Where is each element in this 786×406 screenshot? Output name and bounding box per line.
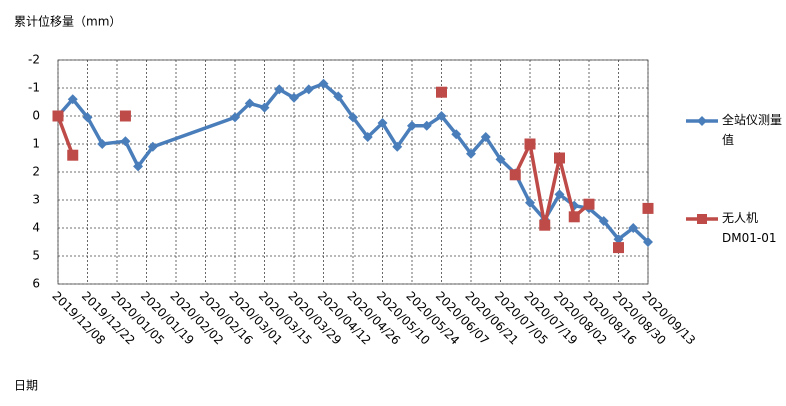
marker (539, 219, 551, 231)
marker (97, 139, 108, 149)
marker (525, 197, 535, 208)
marker (643, 237, 653, 247)
legend-entry: 无人机DM01-01 (722, 211, 777, 245)
marker (554, 152, 565, 164)
marker (67, 149, 79, 161)
marker (244, 98, 255, 109)
y-tick-label: -1 (28, 81, 40, 95)
y-tick-label: 5 (32, 249, 40, 263)
marker (392, 141, 403, 152)
y-tick-label: 1 (32, 137, 40, 151)
marker (436, 111, 447, 121)
marker (289, 92, 299, 103)
plot-frame (57, 59, 649, 285)
y-tick-label: -2 (28, 53, 40, 67)
marker (554, 189, 565, 200)
marker (495, 154, 506, 165)
marker (583, 198, 595, 210)
chart-title: 累计位移量（mm） (14, 14, 121, 29)
marker (230, 112, 240, 123)
marker (348, 112, 358, 123)
x-axis-label: 日期 (14, 379, 38, 393)
marker (613, 242, 624, 254)
marker (377, 118, 388, 128)
marker (67, 94, 78, 105)
marker (524, 138, 536, 150)
marker (613, 234, 624, 245)
y-tick-label: 0 (32, 109, 40, 123)
marker (333, 91, 344, 102)
marker (480, 132, 491, 142)
marker (642, 202, 654, 214)
y-tick-label: 2 (32, 165, 40, 179)
marker (628, 223, 639, 233)
legend-marker (697, 116, 707, 126)
marker (318, 78, 329, 89)
marker (421, 120, 432, 131)
marker (133, 161, 144, 172)
marker (362, 132, 373, 142)
y-tick-label: 3 (32, 193, 40, 207)
marker (598, 216, 609, 226)
marker (274, 84, 285, 95)
marker (119, 110, 131, 122)
marker (436, 86, 447, 98)
y-tick-label: 6 (32, 277, 40, 291)
y-tick-label: 4 (32, 221, 40, 235)
marker (52, 110, 64, 122)
marker (120, 136, 131, 147)
marker (303, 84, 314, 95)
marker (147, 141, 158, 152)
legend-entry: 全站仪测量值 (722, 113, 783, 147)
marker (568, 211, 580, 223)
marker (509, 169, 521, 181)
marker (466, 148, 476, 159)
marker (451, 129, 462, 140)
marker (82, 112, 93, 123)
marker (407, 120, 417, 131)
marker (259, 102, 270, 113)
legend-marker (697, 214, 707, 224)
